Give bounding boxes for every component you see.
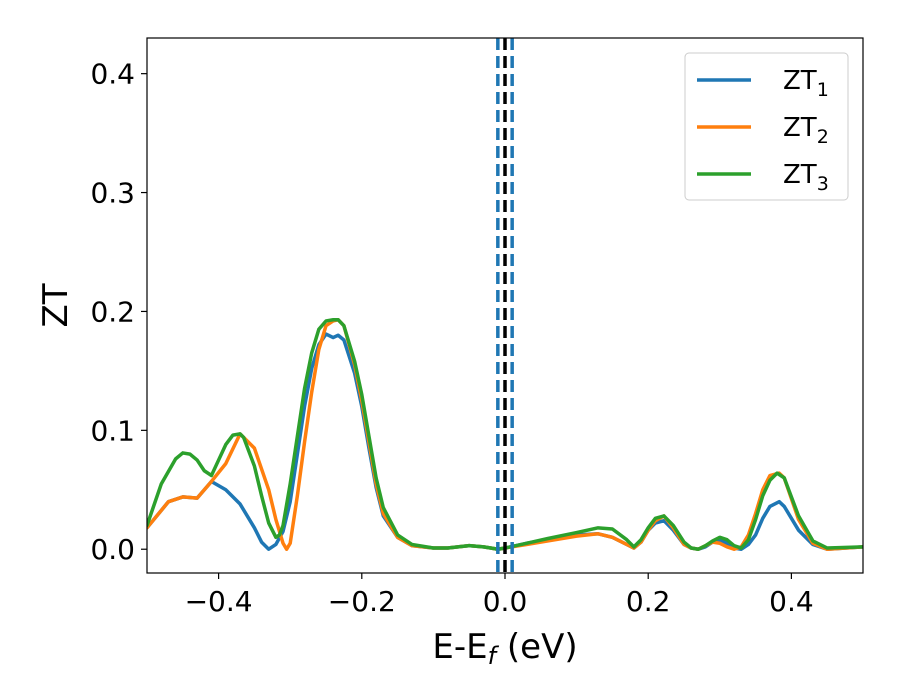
legend: ZT1 ZT2 ZT3 (684, 52, 849, 201)
fermi-vlines-group (496, 38, 514, 573)
x-tick-label: 0.4 (769, 585, 814, 618)
y-tick-label: 0.0 (90, 533, 135, 566)
legend-label: ZT1 (783, 66, 829, 101)
series-group (147, 318, 863, 551)
y-axis-label: ZT (36, 283, 76, 327)
x-axis-label-main: E-E (432, 627, 487, 667)
x-axis-label-unit: (eV) (496, 627, 578, 667)
y-axis: 0.0 0.1 0.2 0.3 0.4 (90, 58, 147, 566)
legend-label: ZT3 (783, 160, 829, 195)
y-tick-label: 0.2 (90, 295, 135, 328)
y-tick-label: 0.3 (90, 177, 135, 210)
series-line-zt3 (147, 318, 863, 551)
x-tick-label: −0.4 (185, 585, 253, 618)
legend-label: ZT2 (783, 113, 829, 148)
y-tick-label: 0.1 (90, 414, 135, 447)
y-tick-label: 0.4 (90, 58, 135, 91)
x-axis-label: E-Ef (eV) (432, 627, 577, 670)
x-axis: −0.4 −0.2 0.0 0.2 0.4 (185, 573, 814, 618)
x-tick-label: 0.2 (626, 585, 671, 618)
legend-frame (684, 52, 849, 201)
x-tick-label: −0.2 (328, 585, 396, 618)
x-tick-label: 0.0 (483, 585, 528, 618)
